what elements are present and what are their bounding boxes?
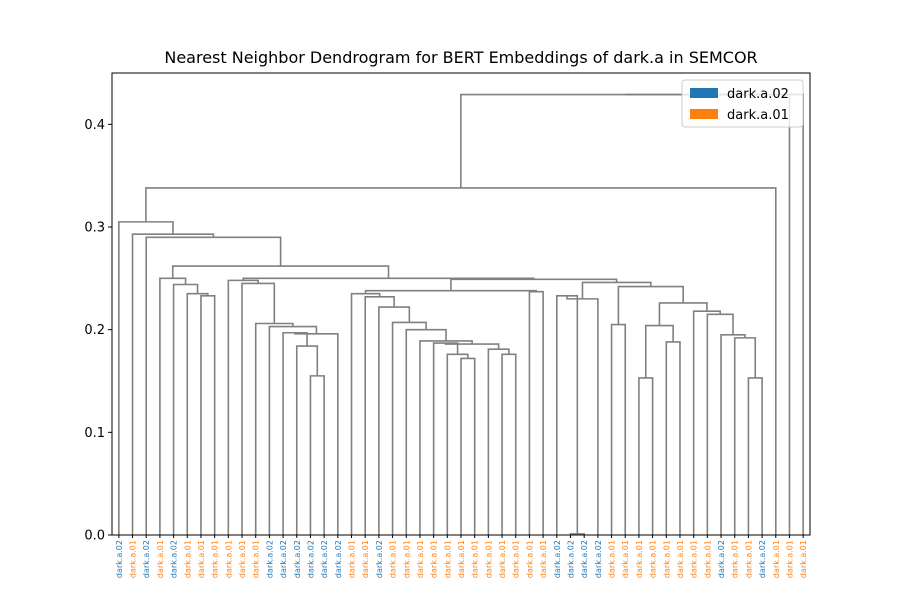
- dendrogram-link: [145, 236, 282, 535]
- leaf-label: dark.a.01: [525, 540, 534, 578]
- leaf-label: dark.a.01: [129, 540, 138, 578]
- y-tick-label: 0.2: [84, 323, 105, 338]
- leaf-label: dark.a.02: [717, 540, 726, 578]
- leaf-label: dark.a.01: [224, 540, 233, 578]
- legend-label: dark.a.01: [727, 108, 789, 123]
- leaf-label: dark.a.01: [690, 540, 699, 578]
- leaf-label: dark.a.02: [334, 540, 343, 578]
- dendrogram-link: [241, 282, 276, 535]
- dendrogram-link: [706, 313, 734, 535]
- leaf-label: dark.a.02: [170, 540, 179, 578]
- leaf-label: dark.a.01: [361, 540, 370, 578]
- dendrogram-link: [432, 342, 459, 535]
- leaf-label: dark.a.01: [457, 540, 466, 578]
- y-tick-label: 0.1: [84, 426, 105, 441]
- leaf-label: dark.a.02: [580, 540, 589, 578]
- dendrogram-link: [617, 285, 684, 325]
- leaf-label: dark.a.01: [662, 540, 671, 578]
- leaf-label: dark.a.01: [211, 540, 220, 578]
- y-axis: 0.0 0.1 0.2 0.3 0.4: [84, 118, 112, 544]
- leaf-label: dark.a.01: [197, 540, 206, 578]
- leaf-label: dark.a.01: [539, 540, 548, 578]
- leaf-label: dark.a.02: [320, 540, 329, 578]
- leaf-label: dark.a.02: [553, 540, 562, 578]
- leaf-label: dark.a.01: [512, 540, 521, 578]
- leaf-label: dark.a.01: [416, 540, 425, 578]
- leaf-label: dark.a.02: [142, 540, 151, 578]
- leaf-label: dark.a.01: [635, 540, 644, 578]
- leaf-label: dark.a.01: [621, 540, 630, 578]
- dendrogram-link: [200, 294, 216, 535]
- dendrogram-link: [665, 341, 681, 535]
- dendrogram-link: [446, 353, 469, 535]
- leaf-label: dark.a.01: [238, 540, 247, 578]
- leaf-label: dark.a.01: [252, 540, 261, 578]
- leaf-label: dark.a.01: [649, 540, 658, 578]
- dendrogram-link: [145, 187, 777, 535]
- leaf-label: dark.a.02: [758, 540, 767, 578]
- leaf-label: dark.a.01: [484, 540, 493, 578]
- chart-title: Nearest Neighbor Dendrogram for BERT Emb…: [164, 48, 757, 67]
- dendrogram-link: [309, 375, 325, 535]
- leaf-label: dark.a.01: [676, 540, 685, 578]
- leaf-label: dark.a.01: [744, 540, 753, 578]
- dendrogram-link: [118, 221, 174, 535]
- dendrogram-link: [501, 353, 517, 535]
- leaf-label: dark.a.02: [293, 540, 302, 578]
- leaf-label: dark.a.02: [375, 540, 384, 578]
- leaf-label: dark.a.01: [348, 540, 357, 578]
- leaf-label: dark.a.01: [498, 540, 507, 578]
- leaf-label: dark.a.01: [430, 540, 439, 578]
- leaf-label: dark.a.01: [772, 540, 781, 578]
- dendrogram-link: [254, 322, 294, 535]
- leaf-label: dark.a.01: [703, 540, 712, 578]
- leaf-label: dark.a.01: [799, 540, 808, 578]
- leaf-label: dark.a.02: [265, 540, 274, 578]
- leaf-label: dark.a.02: [594, 540, 603, 578]
- leaf-label: dark.a.01: [471, 540, 480, 578]
- y-tick-label: 0.3: [84, 221, 105, 236]
- dendrogram-links: [118, 93, 804, 535]
- leaf-label: dark.a.02: [115, 540, 124, 578]
- x-axis: dark.a.02 dark.a.01 dark.a.02 dark.a.01 dark…: [115, 535, 808, 578]
- dendrogram-link: [405, 328, 447, 535]
- leaf-label: dark.a.01: [731, 540, 740, 578]
- y-tick-label: 0.4: [84, 118, 105, 133]
- leaf-label: dark.a.01: [443, 540, 452, 578]
- leaf-label: dark.a.02: [566, 540, 575, 578]
- legend: dark.a.02 dark.a.01: [681, 79, 804, 128]
- leaf-label: dark.a.01: [183, 540, 192, 578]
- dendrogram-link: [566, 295, 599, 535]
- leaf-label: dark.a.01: [785, 540, 794, 578]
- legend-swatch: [690, 88, 718, 98]
- leaf-label: dark.a.02: [279, 540, 288, 578]
- legend-label: dark.a.02: [727, 87, 789, 102]
- leaf-label: dark.a.01: [389, 540, 398, 578]
- y-tick-label: 0.0: [84, 529, 105, 544]
- leaf-label: dark.a.02: [306, 540, 315, 578]
- leaf-label: dark.a.01: [608, 540, 617, 578]
- legend-swatch: [690, 109, 718, 119]
- dendrogram-link: [692, 310, 721, 535]
- leaf-label: dark.a.01: [156, 540, 165, 578]
- dendrogram-link: [268, 325, 318, 535]
- dendrogram-link: [131, 233, 215, 535]
- leaf-label: dark.a.01: [402, 540, 411, 578]
- dendrogram-link: [227, 279, 259, 535]
